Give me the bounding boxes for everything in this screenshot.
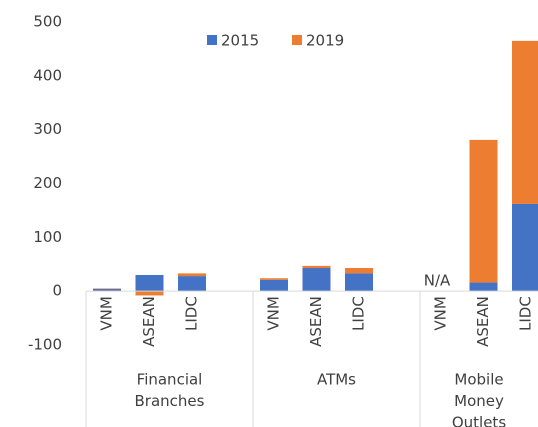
legend-swatch [207,35,217,45]
bar [178,273,206,277]
y-tick-label: 200 [33,174,62,192]
group-label: Outlets [452,414,506,427]
x-tick-label: LIDC [183,296,201,331]
group-label: Mobile [454,371,503,389]
x-tick-label: ASEAN [140,296,158,347]
y-tick-label: 500 [33,13,62,31]
y-tick-label: 100 [33,228,62,246]
bar [135,291,164,296]
bar [135,275,164,292]
y-tick-label: 400 [33,66,62,84]
legend-label: 2015 [221,32,259,50]
group-label: Financial [137,371,203,389]
bar [178,276,206,292]
group-label: Money [454,392,504,410]
x-tick-label: LIDC [350,296,368,331]
legend-swatch [292,35,302,45]
bar [512,40,538,204]
bar [512,203,538,292]
bar [260,278,288,280]
group-label: ATMs [317,371,356,389]
x-tick-label: VNM [432,296,450,330]
bar [469,139,498,283]
x-tick-label: VNM [98,296,116,330]
x-tick-label: ASEAN [474,296,492,347]
value-label: N/A [424,272,451,290]
bar [302,268,331,292]
y-tick-label: 300 [33,120,62,138]
x-tick-label: ASEAN [307,296,325,347]
bar [469,282,498,292]
bar [302,265,331,269]
bar [345,273,373,292]
x-tick-label: LIDC [517,296,535,331]
bar [93,289,121,292]
y-tick-label: -100 [28,336,62,354]
y-tick-label: 0 [52,282,62,300]
bar [260,279,288,292]
group-label: Branches [135,392,205,410]
bar [345,268,373,274]
bar [93,288,121,290]
x-tick-label: VNM [265,296,283,330]
legend-label: 2019 [306,32,344,50]
